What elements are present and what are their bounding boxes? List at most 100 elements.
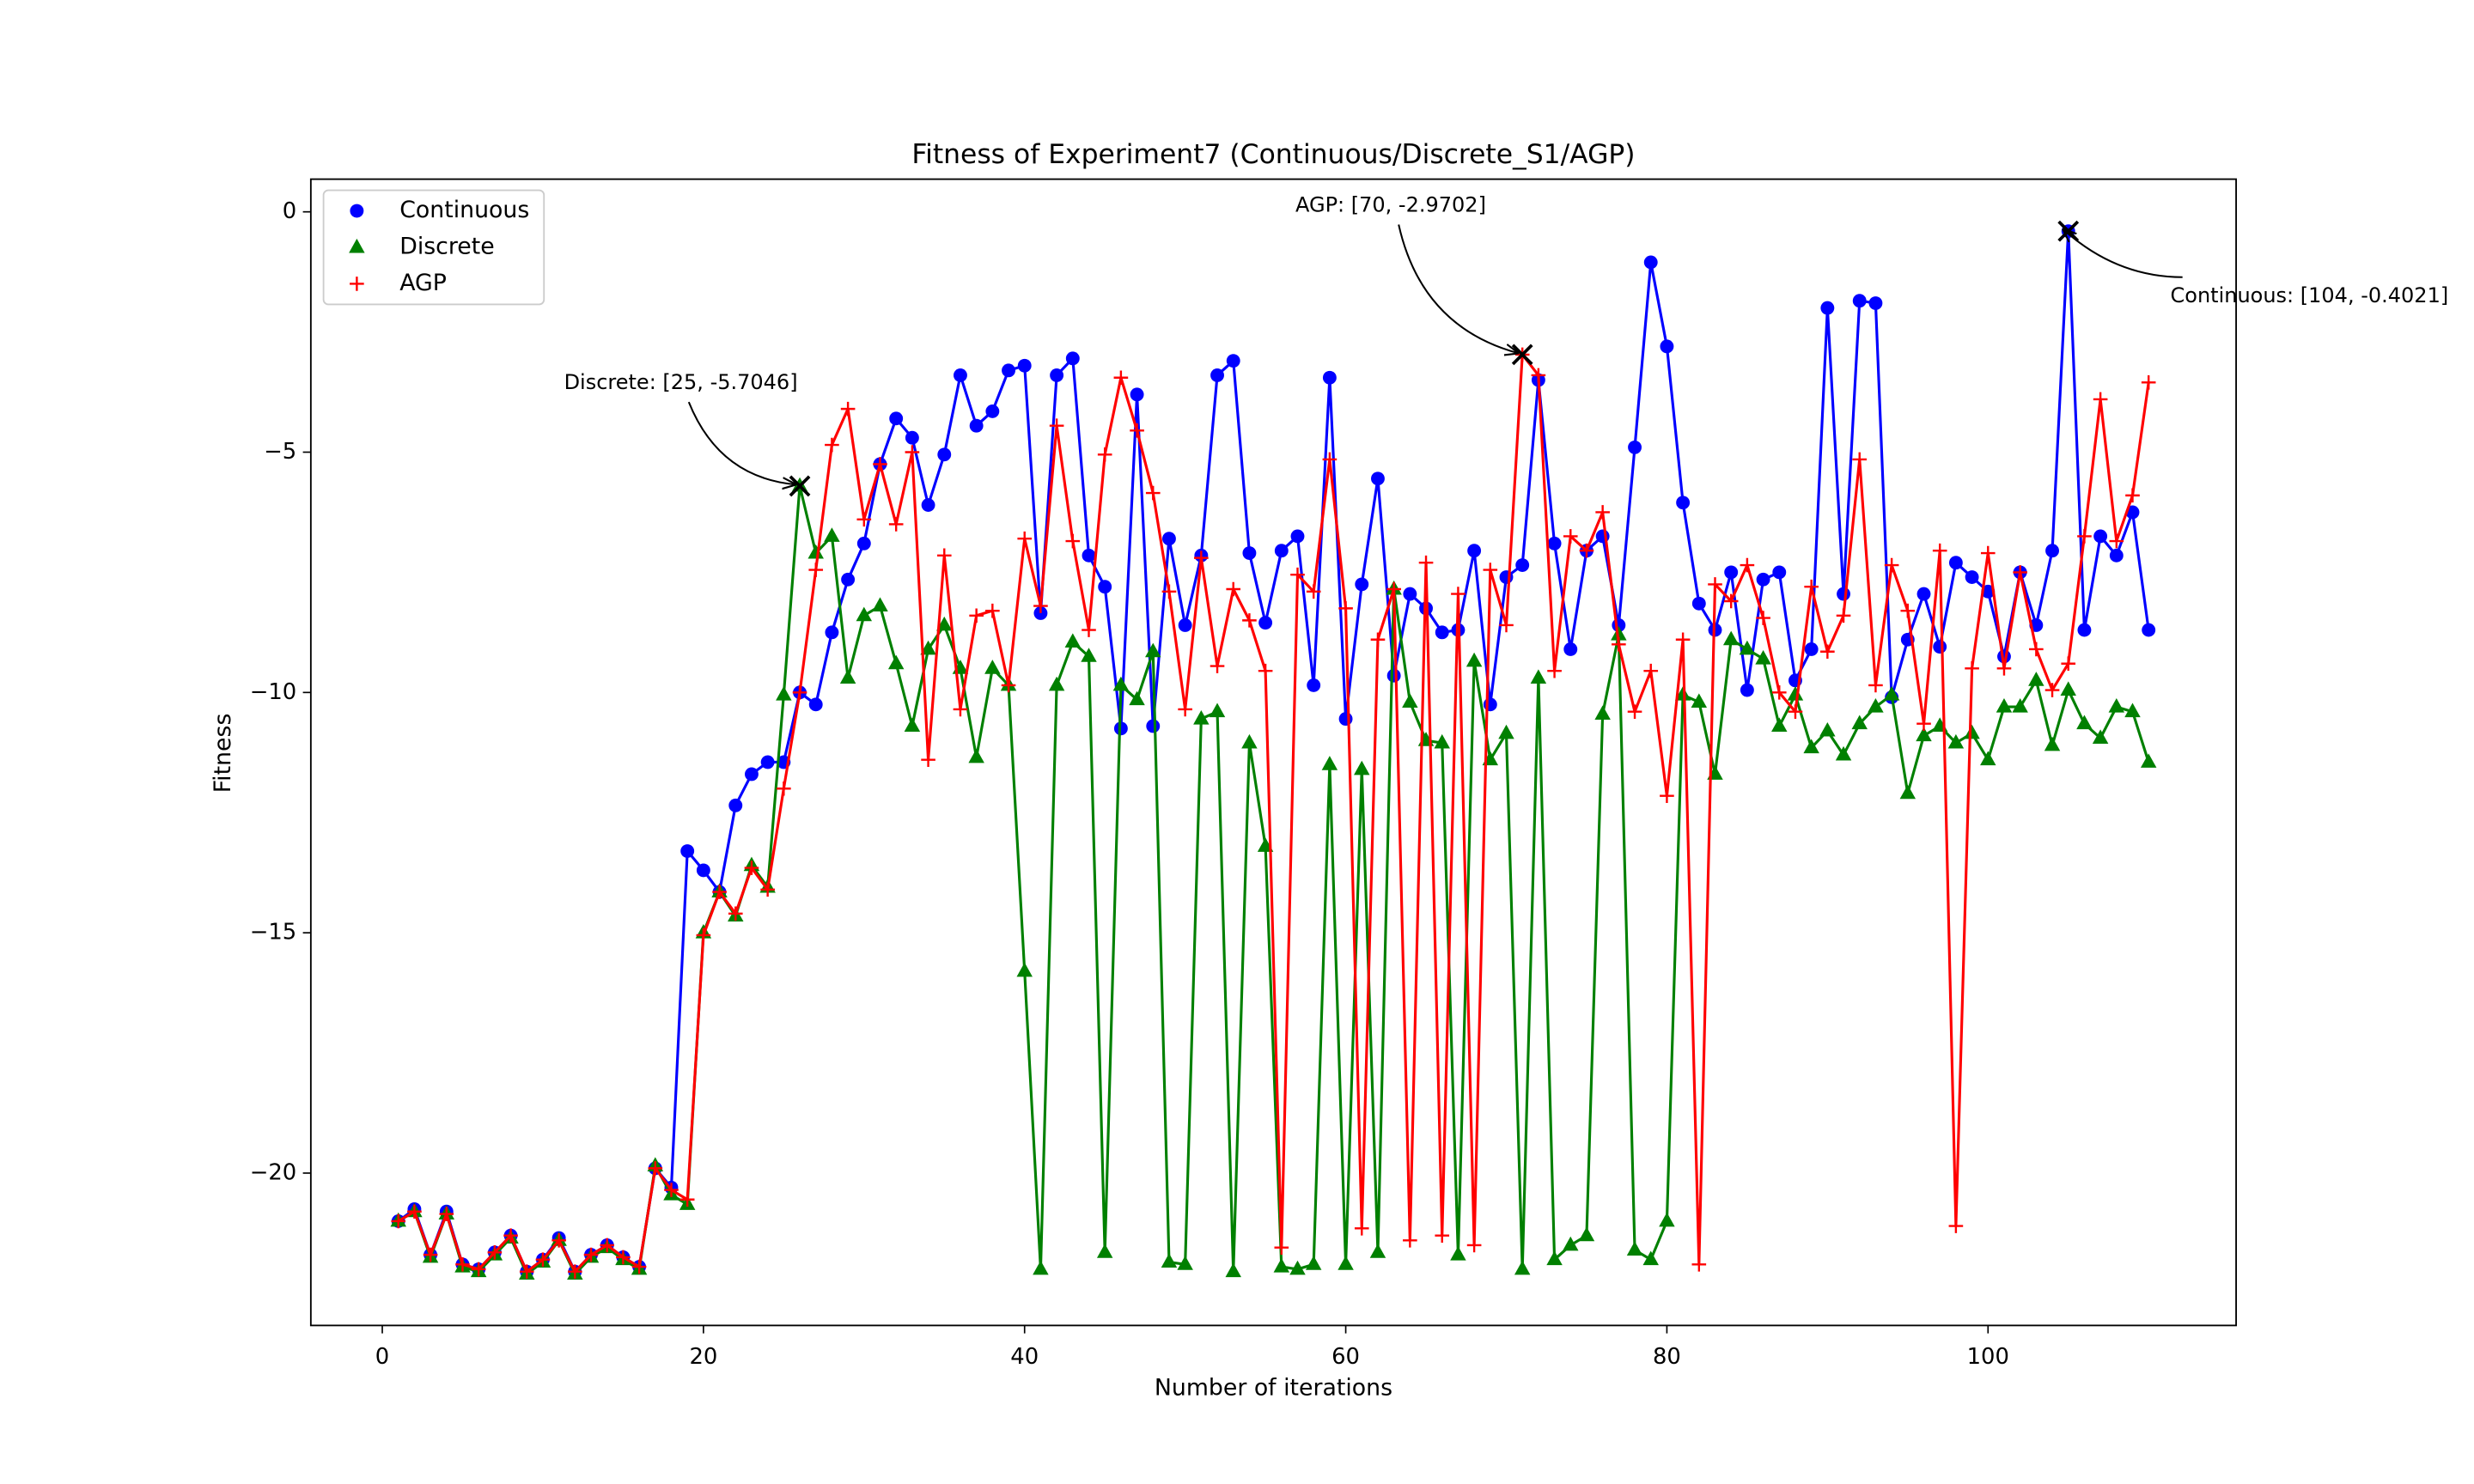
data-point <box>1033 1260 1049 1275</box>
annotation-text: Continuous: [104, -0.4021] <box>2171 283 2449 307</box>
data-point <box>1563 642 1578 656</box>
x-tick-label: 0 <box>375 1344 389 1370</box>
data-point <box>1837 587 1850 601</box>
data-point <box>1016 962 1033 977</box>
data-point <box>1868 697 1884 713</box>
series <box>391 347 2156 1280</box>
data-point <box>969 608 984 623</box>
data-point <box>840 401 856 417</box>
data-point <box>2092 729 2109 744</box>
chart-title: Fitness of Experiment7 (Continuous/Discr… <box>911 139 1635 170</box>
data-point <box>968 748 984 763</box>
data-point <box>825 625 839 640</box>
y-tick-label: −10 <box>250 679 297 705</box>
data-point <box>1017 531 1033 546</box>
data-point <box>1691 693 1708 708</box>
data-point <box>1787 685 1804 701</box>
data-point <box>2142 623 2156 637</box>
data-point <box>1386 581 1401 597</box>
data-point <box>1660 788 1674 803</box>
data-point <box>1547 663 1562 678</box>
data-point <box>905 445 920 459</box>
data-point <box>616 1250 631 1265</box>
data-point <box>2140 753 2157 768</box>
annotation-marker <box>1511 344 1533 366</box>
data-point <box>1065 533 1081 549</box>
data-point <box>1082 548 1096 563</box>
data-point <box>1916 587 1931 601</box>
data-point <box>696 863 710 878</box>
data-point <box>1772 565 1787 580</box>
data-point <box>1546 1250 1563 1266</box>
data-point <box>583 1247 599 1262</box>
data-point <box>807 544 824 559</box>
data-point <box>1112 676 1130 691</box>
data-point <box>1883 685 1900 701</box>
data-point <box>2124 702 2141 718</box>
data-point <box>1756 572 1770 587</box>
data-point <box>1788 704 1803 720</box>
data-point <box>760 755 775 769</box>
data-point <box>1899 784 1916 800</box>
data-point <box>1868 296 1883 310</box>
data-point <box>1369 1244 1386 1258</box>
data-point <box>1916 716 1931 732</box>
data-point <box>887 654 905 670</box>
data-point <box>535 1252 551 1268</box>
data-point <box>1210 368 1224 382</box>
data-point <box>985 603 1000 618</box>
data-point <box>2077 529 2092 544</box>
legend: Continuous Discrete AGP <box>322 189 545 306</box>
data-point <box>1852 294 1867 308</box>
data-point <box>391 1213 406 1229</box>
data-point <box>1626 1241 1643 1256</box>
data-point <box>969 418 984 433</box>
y-tick-label: −5 <box>264 439 296 465</box>
data-point <box>1354 1221 1369 1236</box>
x-tick-label: 40 <box>1010 1344 1039 1370</box>
data-point <box>1178 702 1192 717</box>
data-point <box>1515 558 1530 572</box>
data-point <box>1178 618 1192 632</box>
data-point <box>471 1262 486 1277</box>
data-point <box>872 597 888 612</box>
data-point <box>1756 611 1770 625</box>
data-point <box>1948 556 1963 570</box>
data-point <box>1418 555 1434 570</box>
data-point <box>1884 557 1899 573</box>
data-point <box>841 572 856 587</box>
data-point <box>1674 685 1691 701</box>
data-point <box>1129 690 1145 706</box>
data-point <box>1001 678 1016 693</box>
data-point <box>1098 580 1112 594</box>
data-point <box>680 844 695 858</box>
data-point <box>2108 697 2125 713</box>
data-point <box>1194 550 1209 565</box>
x-tick-label: 60 <box>1331 1344 1360 1370</box>
data-point <box>679 1192 695 1207</box>
data-point <box>1225 1262 1241 1278</box>
data-point <box>1161 1253 1178 1268</box>
data-point <box>1691 1257 1707 1272</box>
data-point <box>1900 603 1916 618</box>
data-point <box>839 669 856 684</box>
data-point <box>776 685 792 701</box>
data-point <box>664 1183 679 1197</box>
data-point <box>1659 1212 1675 1227</box>
data-point <box>920 640 936 655</box>
data-point <box>1386 668 1401 683</box>
data-point <box>1146 719 1161 733</box>
data-point <box>2028 672 2044 686</box>
data-point <box>1161 584 1177 599</box>
data-point <box>1451 587 1466 601</box>
data-point <box>2044 683 2060 697</box>
data-point <box>921 752 935 767</box>
data-point <box>1307 678 1321 692</box>
data-point <box>600 1238 615 1253</box>
data-point <box>984 660 1001 674</box>
data-point <box>1675 632 1691 648</box>
x-axis-label: Number of iterations <box>1155 1375 1392 1402</box>
data-point <box>1064 633 1082 648</box>
x-tick-label: 80 <box>1653 1344 1681 1370</box>
data-point <box>745 767 759 782</box>
